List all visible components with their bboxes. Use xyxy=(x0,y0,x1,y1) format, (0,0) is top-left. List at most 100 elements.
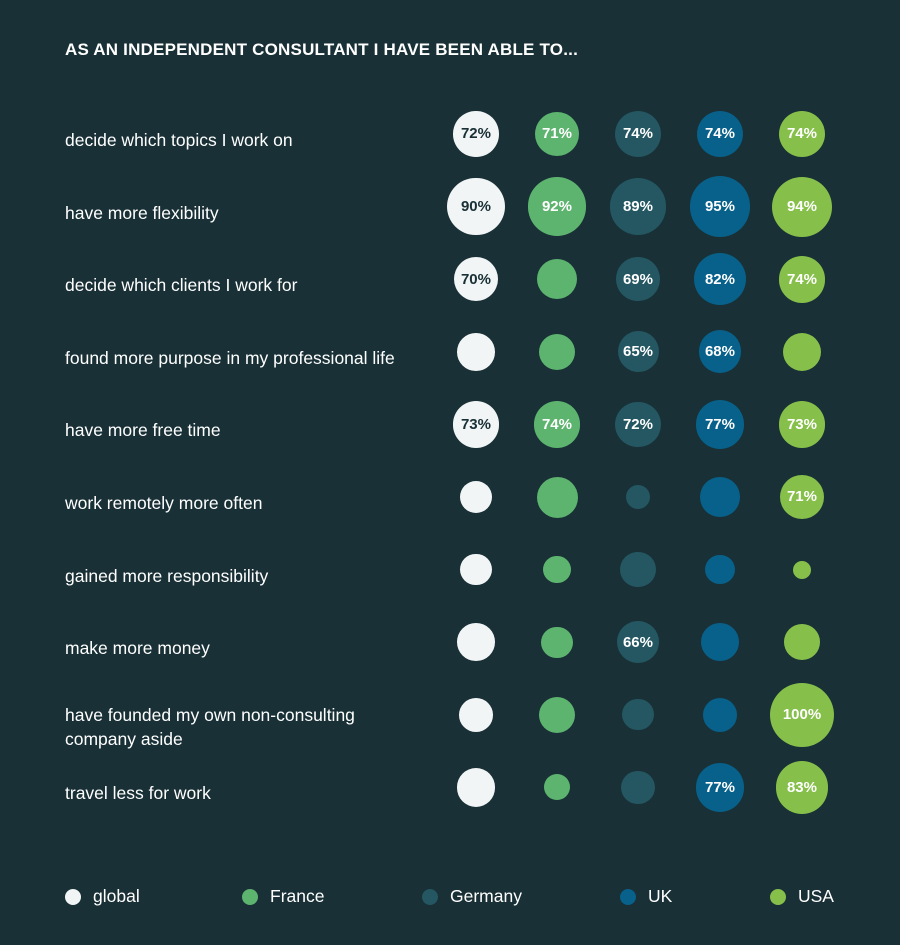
bubble-usa: 94% xyxy=(771,176,833,237)
bubble-global xyxy=(459,697,493,732)
data-label: 90% xyxy=(460,198,491,216)
row-label: decide which topics I work on xyxy=(65,130,293,150)
bubble-global xyxy=(457,332,495,371)
bubble-uk: 77% xyxy=(695,399,745,449)
row-label: have founded my own non-consulting compa… xyxy=(65,704,355,749)
row-label: found more purpose in my professional li… xyxy=(65,347,395,368)
data-label: 77% xyxy=(704,415,735,433)
bubble-global: 90% xyxy=(447,177,505,236)
bubble-global: 72% xyxy=(453,111,499,157)
bubble-france xyxy=(544,774,570,801)
data-label: 66% xyxy=(622,633,653,651)
data-label: 71% xyxy=(541,125,572,143)
bubble-france: 92% xyxy=(527,177,587,236)
data-label: 74% xyxy=(704,125,735,143)
data-label: 77% xyxy=(704,778,735,796)
data-label: 71% xyxy=(786,488,817,506)
bubble-uk xyxy=(705,555,735,585)
legend-item-global: global xyxy=(65,886,140,907)
bubble-usa: 74% xyxy=(778,255,826,303)
bubble-germany xyxy=(625,484,651,510)
bubble-usa: 83% xyxy=(775,760,829,814)
legend-item-uk: UK xyxy=(620,886,672,907)
bubble-germany xyxy=(620,552,656,588)
data-label: 65% xyxy=(622,343,654,361)
data-label: 69% xyxy=(622,270,653,288)
bubble-germany: 74% xyxy=(614,110,662,158)
bubble-usa xyxy=(784,624,820,661)
legend-swatch xyxy=(620,888,636,905)
data-label: 95% xyxy=(704,198,735,216)
data-label: 74% xyxy=(541,415,572,433)
row-label: travel less for work xyxy=(65,783,211,804)
data-label: 68% xyxy=(704,343,735,361)
bubble-germany xyxy=(622,699,654,731)
row-label: gained more responsibility xyxy=(65,565,269,586)
legend-label: global xyxy=(93,886,140,906)
legend-item-usa: USA xyxy=(770,886,834,907)
bubble-france xyxy=(543,556,571,584)
bubble-germany: 65% xyxy=(617,331,659,373)
bubble-usa xyxy=(782,332,822,371)
legend-swatch xyxy=(770,888,786,905)
row-label: have more free time xyxy=(65,420,221,441)
bubble-france: 74% xyxy=(533,400,581,448)
bubble-germany: 69% xyxy=(616,257,660,301)
chart-title: AS AN INDEPENDENT CONSULTANT I HAVE BEEN… xyxy=(65,40,578,59)
legend-label: Germany xyxy=(450,886,522,906)
bubble-global: 73% xyxy=(452,401,500,448)
legend-item-france: France xyxy=(242,886,324,907)
data-label: 83% xyxy=(786,778,817,796)
bubble-france xyxy=(541,626,573,658)
row-label: make more money xyxy=(65,638,210,659)
data-label: 72% xyxy=(460,125,491,143)
bubble-usa xyxy=(793,560,811,579)
data-label: 74% xyxy=(622,125,653,143)
bubble-germany: 72% xyxy=(615,401,661,448)
data-label: 89% xyxy=(622,198,653,216)
bubble-france xyxy=(536,259,578,300)
legend-item-germany: Germany xyxy=(422,886,522,907)
bubble-usa: 73% xyxy=(778,401,826,448)
data-label: 73% xyxy=(786,415,817,433)
bubble-uk xyxy=(701,623,739,662)
bubble-usa: 74% xyxy=(778,110,826,158)
bubble-uk: 95% xyxy=(689,176,751,237)
bubble-usa: 71% xyxy=(779,474,825,520)
data-label: 94% xyxy=(786,198,817,216)
data-label: 72% xyxy=(622,415,653,433)
row-label: decide which clients I work for xyxy=(65,275,298,296)
data-label: 73% xyxy=(460,415,491,433)
bubble-usa: 100% xyxy=(770,682,834,747)
bubble-uk: 74% xyxy=(696,110,744,158)
bubble-france xyxy=(538,333,576,370)
bubble-uk: 82% xyxy=(693,253,747,306)
bubble-germany: 89% xyxy=(609,178,667,235)
legend-swatch xyxy=(422,888,438,905)
bubble-uk xyxy=(700,477,740,517)
bubble-global: 70% xyxy=(453,257,499,302)
bubble-uk: 68% xyxy=(698,330,742,374)
legend-label: UK xyxy=(648,886,673,906)
bubble-france: 71% xyxy=(534,111,580,157)
data-label: 100% xyxy=(782,706,822,724)
bubble-global xyxy=(456,768,496,807)
bubble-france xyxy=(536,476,578,518)
bubble-global xyxy=(459,480,493,514)
row-label: have more flexibility xyxy=(65,202,219,223)
legend-swatch xyxy=(242,888,258,905)
bubble-germany: 66% xyxy=(617,621,659,664)
bubble-uk: 77% xyxy=(695,762,745,812)
data-label: 74% xyxy=(786,125,817,143)
data-label: 82% xyxy=(704,270,735,288)
bubble-france xyxy=(538,696,576,733)
legend-swatch xyxy=(65,888,81,905)
data-label: 70% xyxy=(460,270,491,288)
data-label: 92% xyxy=(541,198,572,216)
bubble-germany xyxy=(621,770,655,805)
legend-label: USA xyxy=(798,886,834,906)
legend-label: France xyxy=(270,886,325,906)
data-label: 74% xyxy=(786,270,817,288)
bubble-uk xyxy=(703,697,737,732)
